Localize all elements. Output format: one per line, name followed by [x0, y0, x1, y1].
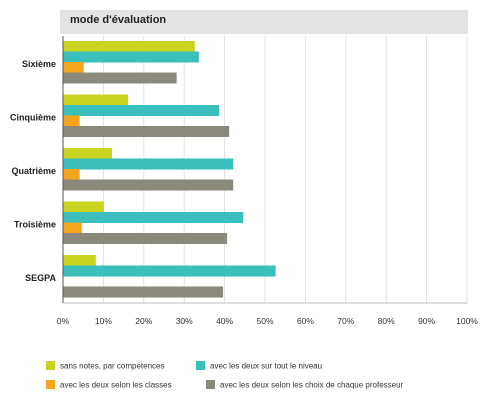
x-tick-label-3: 30% [176, 316, 193, 326]
x-tick-label-2: 20% [135, 316, 152, 326]
bar-0-2 [63, 62, 84, 73]
x-tick-label-8: 80% [378, 316, 395, 326]
legend-label-2: avec les deux selon les classes [60, 380, 172, 390]
x-tick-label-6: 60% [297, 316, 314, 326]
bar-3-1 [63, 212, 244, 223]
bar-4-3 [63, 286, 224, 298]
bar-2-2 [63, 169, 80, 180]
category-label-4: SEGPA [25, 273, 56, 283]
legend-label-3: avec les deux selon les choix de chaque … [220, 380, 404, 390]
legend-item-0: sans notes, par compétences [46, 361, 165, 371]
bar-0-1 [63, 51, 199, 63]
legend-item-1: avec les deux sur tout le niveau [196, 361, 323, 371]
bar-3-0 [63, 201, 104, 213]
bar-2-0 [63, 148, 112, 159]
bar-1-3 [63, 126, 230, 137]
category-label-0: Sixième [22, 59, 56, 69]
category-label-2: Quatrième [11, 166, 56, 176]
x-tick-label-1: 10% [95, 316, 112, 326]
x-tick-label-7: 70% [337, 316, 354, 326]
legend-item-2: avec les deux selon les classes [46, 380, 172, 390]
category-label-3: Troisième [14, 220, 56, 230]
bar-4-0 [63, 255, 96, 266]
legend-swatch-3 [206, 380, 215, 390]
legend-swatch-2 [46, 380, 55, 390]
bar-1-0 [63, 94, 129, 106]
x-tick-label-9: 90% [418, 316, 435, 326]
bar-0-0 [63, 41, 195, 52]
x-tick-label-0: 0% [57, 316, 70, 326]
x-tick-label-5: 50% [256, 316, 273, 326]
header-band [60, 10, 468, 34]
legend-swatch-0 [46, 361, 55, 371]
category-label-1: Cinquième [10, 113, 56, 123]
x-tick-label-10: 100% [456, 316, 478, 326]
bar-0-3 [63, 72, 177, 84]
bar-2-1 [63, 158, 234, 170]
bar-1-1 [63, 105, 220, 116]
bar-3-2 [63, 222, 82, 234]
legend-swatch-1 [196, 361, 205, 371]
bar-4-1 [63, 265, 276, 277]
legend-item-3: avec les deux selon les choix de chaque … [206, 380, 404, 390]
bar-1-2 [63, 115, 80, 127]
legend-label-1: avec les deux sur tout le niveau [210, 361, 323, 371]
chart-header-title: mode d'évaluation [70, 14, 167, 26]
bar-2-3 [63, 179, 234, 191]
legend-label-0: sans notes, par compétences [60, 361, 165, 371]
bar-3-3 [63, 233, 228, 244]
x-tick-label-4: 40% [216, 316, 233, 326]
